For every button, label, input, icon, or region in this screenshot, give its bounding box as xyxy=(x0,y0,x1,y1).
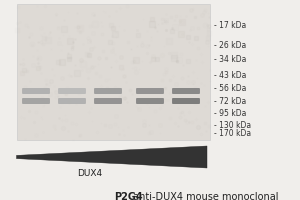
Text: - 95 kDa: - 95 kDa xyxy=(214,108,247,117)
Text: P2G4: P2G4 xyxy=(114,192,142,200)
FancyBboxPatch shape xyxy=(58,88,86,94)
Text: - 26 kDa: - 26 kDa xyxy=(214,40,247,49)
FancyBboxPatch shape xyxy=(172,88,200,94)
FancyBboxPatch shape xyxy=(22,98,50,104)
FancyBboxPatch shape xyxy=(136,98,164,104)
Text: - 56 kDa: - 56 kDa xyxy=(214,84,247,93)
Text: - 170 kDa: - 170 kDa xyxy=(214,129,252,138)
Polygon shape xyxy=(16,146,207,168)
Text: - 72 kDa: - 72 kDa xyxy=(214,97,247,106)
Text: - 130 kDa: - 130 kDa xyxy=(214,120,252,130)
FancyBboxPatch shape xyxy=(172,98,200,104)
FancyBboxPatch shape xyxy=(58,98,86,104)
FancyBboxPatch shape xyxy=(94,88,122,94)
Text: - 43 kDa: - 43 kDa xyxy=(214,71,247,79)
Text: anti-DUX4 mouse monoclonal: anti-DUX4 mouse monoclonal xyxy=(130,192,278,200)
Text: - 17 kDa: - 17 kDa xyxy=(214,21,247,29)
FancyBboxPatch shape xyxy=(94,98,122,104)
Text: DUX4: DUX4 xyxy=(77,168,103,178)
Text: - 34 kDa: - 34 kDa xyxy=(214,55,247,64)
FancyBboxPatch shape xyxy=(22,88,50,94)
FancyBboxPatch shape xyxy=(136,88,164,94)
Bar xyxy=(16,4,210,140)
